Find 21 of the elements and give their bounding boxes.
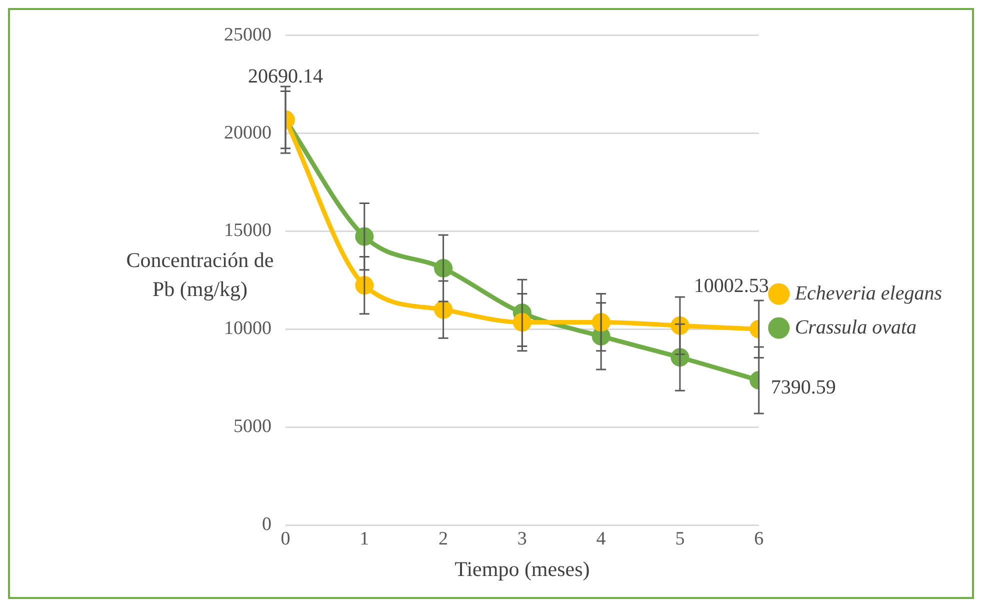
legend-label: Crassula ovata [794,316,917,338]
x-tick-label: 0 [280,528,290,550]
x-tick-label: 3 [517,528,527,550]
x-tick-label: 2 [438,528,448,550]
y-tick-label: 5000 [234,416,272,438]
y-tick-label: 25000 [224,24,272,46]
data-label: 10002.53 [694,274,769,297]
x-tick-label: 4 [596,528,606,550]
y-tick-label: 15000 [224,220,272,242]
y-tick-label: 20000 [224,122,272,144]
y-tick-label: 0 [262,514,272,535]
frame: Tiempo (meses) Echeveria elegans Crassula ovata 0 1 2 3 4 5 6 0 5000 10000 15000 20000 25000 20690.14 10002.53 7390.59 Concentración de Pb (mg/kg) [8,8,974,599]
legend-label: Echeveria elegans [794,282,942,304]
x-tick-label: 5 [675,528,685,550]
data-label: 20690.14 [248,65,323,88]
x-axis-title: Tiempo (meses) [454,556,590,581]
y-axis-title: Concentración de Pb (mg/kg) [125,247,275,303]
x-tick-label: 6 [754,528,764,550]
y-tick-label: 10000 [224,318,272,340]
data-label: 7390.59 [770,376,836,399]
x-tick-label: 1 [360,528,370,550]
